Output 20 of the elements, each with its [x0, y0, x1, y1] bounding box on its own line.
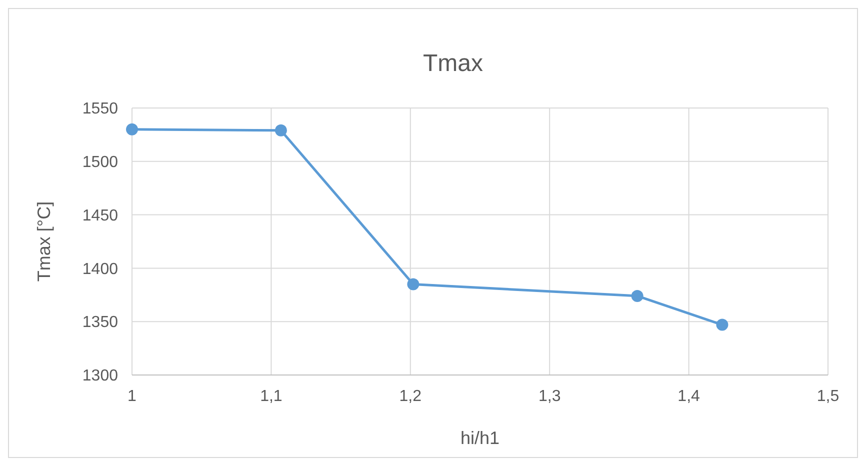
y-axis-title: Tmax [°C]	[34, 201, 54, 282]
point	[631, 290, 644, 302]
x-tick-label: 1,1	[260, 388, 282, 405]
point	[274, 124, 287, 136]
x-axis-title: hi/h1	[460, 428, 500, 448]
y-tick-label: 1400	[82, 260, 118, 278]
x-tick-label: 1,3	[538, 388, 561, 405]
point	[126, 123, 138, 136]
y-tick-label: 1300	[82, 368, 118, 385]
x-tick-label: 1,5	[816, 388, 840, 405]
point	[716, 318, 728, 331]
y-tick-label: 1550	[82, 100, 118, 118]
y-tick-label: 1450	[82, 207, 118, 224]
y-tick-label: 1350	[82, 314, 118, 332]
y-tick-label: 1500	[82, 154, 118, 171]
x-tick-label: 1,4	[678, 388, 700, 405]
x-tick-label: 1,2	[399, 388, 422, 405]
point	[407, 278, 420, 290]
chart-title: Tmax	[423, 50, 483, 77]
x-tick-label: 1	[128, 388, 137, 405]
